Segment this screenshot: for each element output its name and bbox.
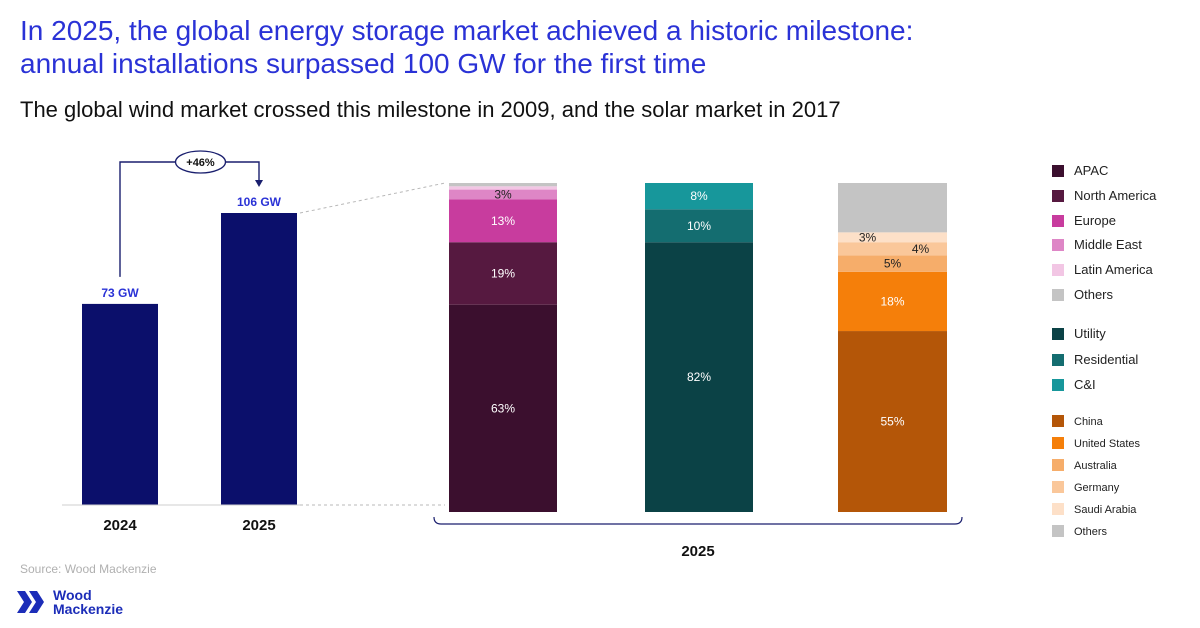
segment-label-country-3: 4% — [912, 242, 930, 256]
stack-country-segment-2 — [838, 255, 947, 272]
bar-2024 — [82, 303, 158, 505]
x-tick-label-2024: 2024 — [103, 517, 137, 534]
legend-label-7: Residential — [1074, 352, 1138, 367]
source-note: Source: Wood Mackenzie — [20, 562, 157, 576]
page-subtitle: The global wind market crossed this mile… — [20, 97, 841, 122]
legend-label-11: Australia — [1074, 460, 1118, 472]
x-axis-label: 2025 — [681, 543, 714, 560]
stack-segment-segment-1 — [645, 209, 753, 243]
stack-region-segment-5 — [449, 183, 557, 187]
legend-swatch-3 — [1052, 239, 1064, 251]
stack-country-segment-3 — [838, 242, 947, 256]
legend-swatch-4 — [1052, 264, 1064, 276]
legend-swatch-12 — [1052, 481, 1064, 493]
stack-segment-segment-0 — [645, 242, 753, 512]
stack-country-segment-4 — [838, 232, 947, 243]
title-line-2: annual installations surpassed 100 GW fo… — [20, 48, 707, 79]
stack-region-segment-4 — [449, 186, 557, 190]
growth-label: +46% — [186, 157, 215, 169]
segment-label-region-1: 19% — [491, 266, 515, 280]
wood-mackenzie-logo-icon — [17, 591, 44, 613]
segment-label-segment-1: 10% — [687, 219, 711, 233]
legend-label-3: Middle East — [1074, 237, 1142, 252]
legend-swatch-14 — [1052, 525, 1064, 537]
legend-label-13: Saudi Arabia — [1074, 504, 1137, 516]
stack-region-segment-0 — [449, 304, 557, 512]
legend-label-0: APAC — [1074, 163, 1108, 178]
stack-region-segment-2 — [449, 199, 557, 243]
stack-segment-segment-2 — [645, 183, 753, 210]
stack-region-segment-1 — [449, 242, 557, 305]
bracket-line — [433, 516, 963, 525]
segment-label-segment-2: 8% — [690, 189, 708, 203]
logo-wordmark: Wood Mackenzie — [53, 588, 123, 616]
legend-label-4: Latin America — [1074, 262, 1154, 277]
legend-label-2: Europe — [1074, 213, 1116, 228]
legend-label-1: North America — [1074, 188, 1157, 203]
legend-label-10: United States — [1074, 438, 1141, 450]
data-label-2025: 106 GW — [237, 195, 282, 209]
legend-swatch-9 — [1052, 415, 1064, 427]
legend-swatch-7 — [1052, 354, 1064, 366]
legend-swatch-2 — [1052, 215, 1064, 227]
segment-label-region-2: 13% — [491, 214, 515, 228]
segment-label-region-3: 3% — [494, 188, 512, 202]
legend-swatch-6 — [1052, 328, 1064, 340]
legend-swatch-5 — [1052, 289, 1064, 301]
zoom-connector-top — [299, 182, 446, 214]
segment-label-country-1: 18% — [880, 294, 904, 308]
segment-label-country-2: 5% — [884, 257, 902, 271]
legend-label-14: Others — [1074, 526, 1108, 538]
segment-label-segment-0: 82% — [687, 370, 711, 384]
legend-swatch-10 — [1052, 437, 1064, 449]
legend-label-5: Others — [1074, 287, 1114, 302]
stack-country-segment-0 — [838, 331, 947, 512]
legend-swatch-1 — [1052, 190, 1064, 202]
legend-swatch-0 — [1052, 165, 1064, 177]
legend-swatch-13 — [1052, 503, 1064, 515]
data-label-2024: 73 GW — [101, 286, 139, 300]
stack-country-segment-5 — [838, 183, 947, 233]
legend-swatch-8 — [1052, 379, 1064, 391]
bar-2025 — [221, 213, 297, 505]
stack-region-segment-3 — [449, 189, 557, 200]
x-tick-label-2025: 2025 — [242, 517, 275, 534]
title-line-1: In 2025, the global energy storage marke… — [20, 15, 914, 46]
wood-mackenzie-logo: Wood Mackenzie — [17, 588, 123, 616]
growth-arrow-head — [255, 180, 263, 187]
legend-label-6: Utility — [1074, 326, 1106, 341]
page-title: In 2025, the global energy storage marke… — [20, 14, 1180, 80]
growth-badge — [174, 150, 227, 174]
legend-label-8: C&I — [1074, 377, 1096, 392]
legend-swatch-11 — [1052, 459, 1064, 471]
stack-country-segment-1 — [838, 271, 947, 332]
legend-label-12: Germany — [1074, 482, 1120, 494]
segment-label-region-0: 63% — [491, 401, 515, 415]
logo-line-1: Wood — [53, 587, 92, 603]
segment-label-country-4: 3% — [859, 230, 877, 244]
segment-label-country-0: 55% — [880, 415, 904, 429]
logo-line-2: Mackenzie — [53, 601, 124, 617]
legend-label-9: China — [1074, 416, 1104, 428]
